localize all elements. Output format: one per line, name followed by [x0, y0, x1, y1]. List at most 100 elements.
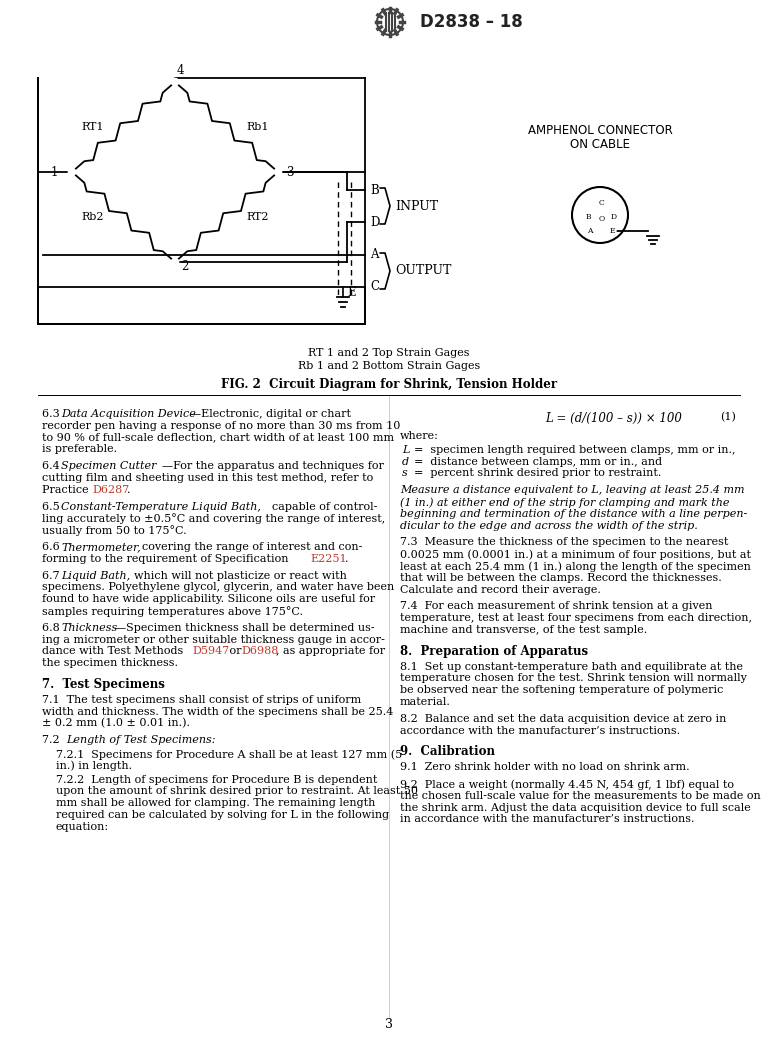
Text: to 90 % of full-scale deflection, chart width of at least 100 mm: to 90 % of full-scale deflection, chart …: [42, 433, 394, 442]
Text: temperature, test at least four specimens from each direction,: temperature, test at least four specimen…: [400, 613, 752, 624]
Text: 7.2: 7.2: [42, 735, 67, 745]
Text: s: s: [402, 468, 408, 479]
Text: temperature chosen for the test. Shrink tension will normally: temperature chosen for the test. Shrink …: [400, 674, 747, 683]
Text: ing a micrometer or other suitable thickness gauge in accor-: ing a micrometer or other suitable thick…: [42, 635, 385, 644]
Text: 8.1  Set up constant-temperature bath and equilibrate at the: 8.1 Set up constant-temperature bath and…: [400, 662, 743, 671]
Text: ling accurately to ±0.5°C and covering the range of interest,: ling accurately to ±0.5°C and covering t…: [42, 513, 385, 525]
Text: Rb1: Rb1: [247, 122, 269, 132]
Text: ON CABLE: ON CABLE: [570, 137, 630, 151]
Text: 7.  Test Specimens: 7. Test Specimens: [42, 678, 165, 691]
Text: accordance with the manufacturer’s instructions.: accordance with the manufacturer’s instr…: [400, 726, 680, 736]
Text: D6988: D6988: [241, 646, 279, 657]
Text: D6287: D6287: [92, 485, 129, 494]
Text: , as appropriate for: , as appropriate for: [276, 646, 385, 657]
Text: 6.7: 6.7: [42, 570, 63, 581]
Text: 6.4: 6.4: [42, 461, 63, 472]
Text: which will not plasticize or react with: which will not plasticize or react with: [134, 570, 347, 581]
Text: D2838 – 18: D2838 – 18: [420, 12, 523, 31]
Text: equation:: equation:: [56, 821, 109, 832]
Text: 7.2.2  Length of specimens for Procedure B is dependent: 7.2.2 Length of specimens for Procedure …: [56, 775, 377, 785]
Text: recorder pen having a response of no more than 30 ms from 10: recorder pen having a response of no mor…: [42, 421, 401, 431]
Text: d: d: [402, 457, 409, 466]
Text: Rb2: Rb2: [81, 212, 103, 222]
Text: B: B: [585, 213, 591, 221]
Text: .: .: [345, 554, 349, 564]
Text: C: C: [599, 199, 605, 207]
Text: Rb 1 and 2 Bottom Strain Gages: Rb 1 and 2 Bottom Strain Gages: [298, 361, 480, 371]
Circle shape: [586, 227, 594, 235]
Text: in accordance with the manufacturer’s instructions.: in accordance with the manufacturer’s in…: [400, 814, 695, 824]
Text: —Electronic, digital or chart: —Electronic, digital or chart: [190, 409, 351, 418]
Text: in.) in length.: in.) in length.: [56, 761, 132, 771]
Text: B: B: [370, 183, 379, 197]
Text: FIG. 2  Circuit Diagram for Shrink, Tension Holder: FIG. 2 Circuit Diagram for Shrink, Tensi…: [221, 378, 557, 391]
Text: 3: 3: [385, 1018, 393, 1032]
Text: 1: 1: [51, 166, 58, 178]
Text: least at each 25.4 mm (1 in.) along the length of the specimen: least at each 25.4 mm (1 in.) along the …: [400, 561, 751, 572]
Text: Liquid Bath,: Liquid Bath,: [61, 570, 130, 581]
Text: 7.1  The test specimens shall consist of strips of uniform: 7.1 The test specimens shall consist of …: [42, 694, 361, 705]
Text: 6.3: 6.3: [42, 409, 63, 418]
Text: =  specimen length required between clamps, mm or in.,: = specimen length required between clamp…: [414, 445, 735, 455]
Text: =  percent shrink desired prior to restraint.: = percent shrink desired prior to restra…: [414, 468, 661, 479]
Text: 7.2.1  Specimens for Procedure A shall be at least 127 mm (5: 7.2.1 Specimens for Procedure A shall be…: [56, 750, 402, 760]
Text: (1): (1): [720, 412, 736, 423]
Text: found to have wide applicability. Silicone oils are useful for: found to have wide applicability. Silico…: [42, 594, 375, 604]
Text: 7.3  Measure the thickness of the specimen to the nearest: 7.3 Measure the thickness of the specime…: [400, 537, 728, 548]
Circle shape: [598, 199, 606, 207]
Text: Data Acquisition Device: Data Acquisition Device: [61, 409, 196, 418]
Text: 6.6: 6.6: [42, 542, 63, 552]
Circle shape: [171, 78, 178, 85]
Text: usually from 50 to 175°C.: usually from 50 to 175°C.: [42, 526, 187, 536]
Circle shape: [608, 227, 616, 235]
Text: machine and transverse, of the test sample.: machine and transverse, of the test samp…: [400, 625, 647, 635]
Text: E2251: E2251: [310, 554, 347, 564]
Text: 9.  Calibration: 9. Calibration: [400, 745, 495, 759]
Text: cutting film and sheeting used in this test method, refer to: cutting film and sheeting used in this t…: [42, 473, 373, 483]
Text: OUTPUT: OUTPUT: [395, 264, 451, 278]
Text: capable of control-: capable of control-: [272, 502, 377, 511]
Text: E: E: [609, 227, 615, 235]
Text: specimens. Polyethylene glycol, glycerin, and water have been: specimens. Polyethylene glycol, glycerin…: [42, 582, 394, 592]
Text: samples requiring temperatures above 175°C.: samples requiring temperatures above 175…: [42, 606, 303, 617]
Text: forming to the requirement of Specification: forming to the requirement of Specificat…: [42, 554, 292, 564]
Text: AMPHENOL CONNECTOR: AMPHENOL CONNECTOR: [527, 124, 672, 136]
Text: Length of Test Specimens:: Length of Test Specimens:: [66, 735, 216, 745]
Text: RT2: RT2: [247, 212, 269, 222]
Text: .: .: [127, 485, 131, 494]
Text: 0.0025 mm (0.0001 in.) at a minimum of four positions, but at: 0.0025 mm (0.0001 in.) at a minimum of f…: [400, 550, 751, 560]
Text: Constant-Temperature Liquid Bath,: Constant-Temperature Liquid Bath,: [61, 502, 261, 511]
Text: required can be calculated by solving for L in the following: required can be calculated by solving fo…: [56, 810, 389, 820]
Text: Thickness: Thickness: [61, 623, 117, 633]
Text: L = (d/(100 – s)) × 100: L = (d/(100 – s)) × 100: [545, 412, 682, 425]
Text: material.: material.: [400, 697, 451, 707]
Text: 9.2  Place a weight (normally 4.45 N, 454 gf, 1 lbf) equal to: 9.2 Place a weight (normally 4.45 N, 454…: [400, 779, 734, 789]
Text: dicular to the edge and across the width of the strip.: dicular to the edge and across the width…: [400, 520, 698, 531]
Text: Specimen Cutter: Specimen Cutter: [61, 461, 156, 472]
Text: INPUT: INPUT: [395, 200, 438, 212]
Text: 7.4  For each measurement of shrink tension at a given: 7.4 For each measurement of shrink tensi…: [400, 602, 713, 611]
Text: RT 1 and 2 Top Strain Gages: RT 1 and 2 Top Strain Gages: [308, 348, 470, 358]
Text: 8.2  Balance and set the data acquisition device at zero in: 8.2 Balance and set the data acquisition…: [400, 714, 727, 723]
Text: 6.8: 6.8: [42, 623, 63, 633]
Circle shape: [584, 213, 592, 221]
Text: —Specimen thickness shall be determined us-: —Specimen thickness shall be determined …: [115, 623, 375, 633]
Text: where:: where:: [400, 431, 439, 441]
Text: E: E: [347, 285, 356, 299]
Circle shape: [598, 215, 606, 223]
Text: RT1: RT1: [81, 122, 103, 132]
Text: 6.5: 6.5: [42, 502, 63, 511]
Text: mm shall be allowed for clamping. The remaining length: mm shall be allowed for clamping. The re…: [56, 798, 375, 808]
Text: (1 in.) at either end of the strip for clamping and mark the: (1 in.) at either end of the strip for c…: [400, 497, 730, 508]
Circle shape: [275, 169, 282, 176]
Text: width and thickness. The width of the specimens shall be 25.4: width and thickness. The width of the sp…: [42, 707, 394, 716]
Text: is preferable.: is preferable.: [42, 445, 117, 455]
Text: the specimen thickness.: the specimen thickness.: [42, 658, 178, 668]
Text: =  distance between clamps, mm or in., and: = distance between clamps, mm or in., an…: [414, 457, 662, 466]
Text: 4: 4: [177, 65, 184, 77]
Text: Measure a distance equivalent to L, leaving at least 25.4 mm: Measure a distance equivalent to L, leav…: [400, 485, 745, 496]
Text: A: A: [370, 249, 379, 261]
Text: that will be between the clamps. Record the thicknesses.: that will be between the clamps. Record …: [400, 573, 722, 583]
Text: A: A: [587, 227, 593, 235]
Circle shape: [68, 169, 75, 176]
